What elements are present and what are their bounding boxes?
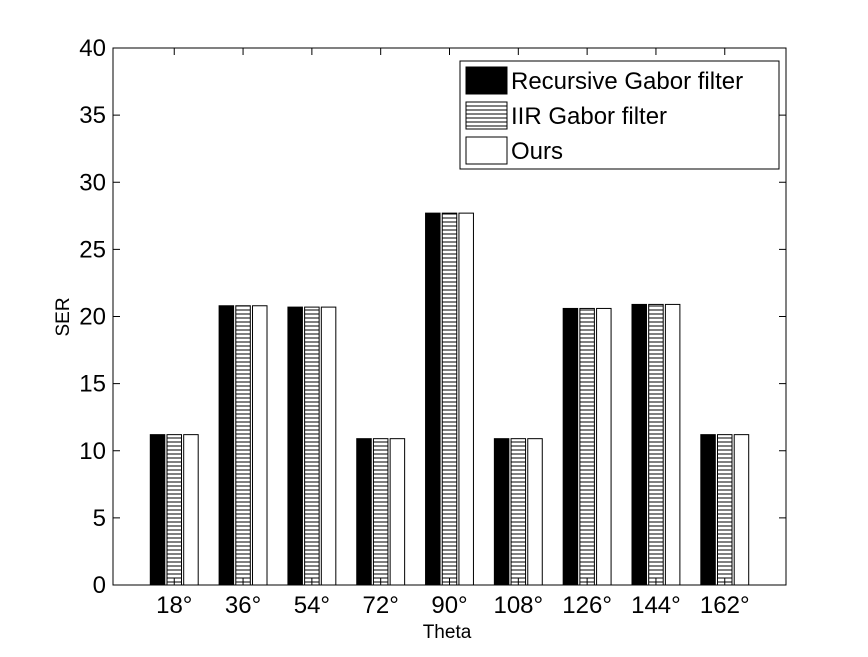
bar — [510, 438, 527, 586]
legend-box — [459, 60, 780, 170]
legend-swatch — [465, 101, 508, 130]
bar — [235, 305, 251, 586]
legend: Recursive Gabor filter IIR Gabor filter Ou… — [459, 60, 780, 170]
bars-group — [149, 212, 750, 586]
legend-swatch — [465, 136, 508, 165]
legend-entry-label: Ours — [511, 138, 563, 165]
legend-swatch — [465, 66, 508, 95]
y-tick-label: 40 — [79, 35, 106, 62]
bar — [356, 438, 372, 586]
x-axis-ticks: 18° 36° 54° 72° 90° 108° 126° 144° 162° — [156, 48, 750, 619]
y-tick-label: 25 — [79, 236, 106, 263]
x-tick-label: 126° — [562, 592, 612, 619]
bar — [631, 303, 647, 586]
x-tick-label: 54° — [294, 592, 330, 619]
y-axis-ticks: 0 5 10 15 20 25 30 35 40 — [79, 35, 786, 599]
bar — [700, 434, 716, 586]
x-tick-label: 144° — [631, 592, 681, 619]
x-axis-label: Theta — [423, 622, 472, 643]
bar — [664, 303, 681, 586]
bar — [717, 434, 733, 586]
bar — [183, 434, 199, 586]
y-tick-label: 10 — [79, 438, 106, 465]
y-tick-label: 15 — [79, 371, 106, 398]
bar — [425, 212, 441, 586]
x-tick-label: 36° — [225, 592, 261, 619]
bar — [287, 306, 303, 586]
x-tick-label: 90° — [431, 592, 467, 619]
bar — [441, 212, 458, 586]
legend-entry-label: IIR Gabor filter — [511, 103, 667, 130]
bar — [320, 306, 337, 586]
bar — [458, 212, 474, 586]
bar — [596, 307, 612, 586]
bar — [579, 307, 595, 586]
bar — [166, 434, 182, 586]
x-tick-label: 72° — [363, 592, 399, 619]
x-tick-label: 162° — [700, 592, 750, 619]
bar — [733, 434, 750, 586]
bar — [389, 438, 406, 586]
bar — [562, 307, 579, 586]
y-tick-label: 5 — [93, 505, 106, 532]
bar — [252, 305, 268, 586]
bar — [149, 434, 166, 586]
bar — [527, 438, 543, 586]
bar — [304, 306, 320, 586]
x-tick-label: 108° — [493, 592, 543, 619]
y-tick-label: 35 — [79, 102, 106, 129]
bar — [493, 438, 510, 586]
bar — [372, 438, 389, 586]
x-tick-label: 18° — [156, 592, 192, 619]
bar — [218, 305, 235, 586]
y-axis-label: SER — [53, 297, 74, 336]
y-tick-label: 30 — [79, 169, 106, 196]
bar — [648, 303, 664, 586]
y-tick-label: 20 — [79, 304, 106, 331]
y-tick-label: 0 — [93, 572, 106, 599]
legend-entry-label: Recursive Gabor filter — [511, 68, 743, 95]
